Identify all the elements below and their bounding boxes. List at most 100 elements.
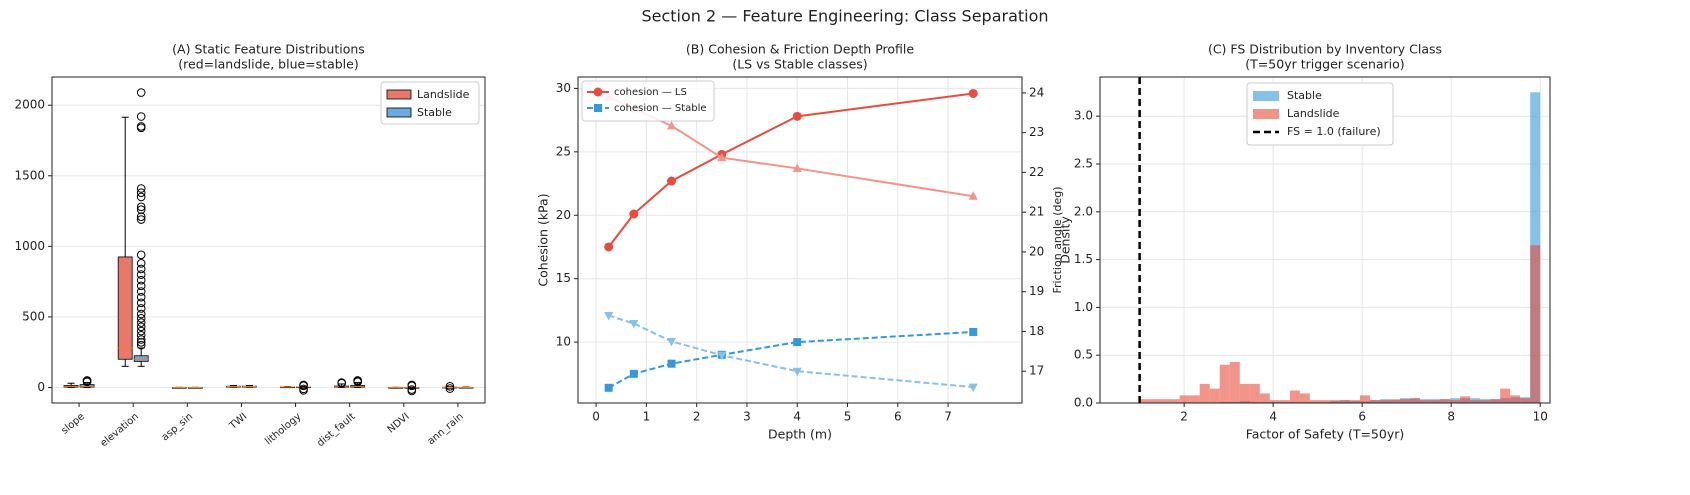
histogram-bar bbox=[1510, 395, 1521, 403]
legend-box bbox=[1246, 82, 1394, 146]
y2-tick-label: 22 bbox=[1029, 165, 1044, 179]
marker bbox=[717, 351, 727, 361]
outlier bbox=[407, 385, 417, 394]
x-tick-label: 2 bbox=[1180, 410, 1188, 424]
histogram-bar bbox=[1490, 399, 1501, 403]
y-tick-label: 2.5 bbox=[1074, 156, 1093, 170]
y-tick-label: 0.0 bbox=[1074, 396, 1093, 410]
legend-label: Stable bbox=[1287, 89, 1322, 102]
outlier bbox=[136, 215, 146, 224]
outlier bbox=[136, 322, 146, 332]
marker bbox=[629, 369, 638, 378]
legend-label: Landslide bbox=[417, 88, 470, 101]
marker bbox=[604, 312, 614, 321]
figure-title: Section 2 — Feature Engineering: Class S… bbox=[641, 7, 1048, 26]
x-tick-label: 4 bbox=[1269, 410, 1277, 424]
outlier bbox=[136, 258, 146, 268]
y-tick-label: 25 bbox=[556, 144, 571, 158]
histogram-bar bbox=[1450, 400, 1461, 403]
histogram-bar bbox=[1480, 400, 1491, 403]
y-tick-label: 15 bbox=[556, 271, 571, 285]
legend-label: Stable bbox=[417, 106, 452, 119]
histogram-bar bbox=[1139, 399, 1150, 403]
outlier bbox=[136, 205, 146, 214]
outlier bbox=[136, 292, 146, 302]
histogram-bar bbox=[1279, 400, 1290, 403]
histogram-bar bbox=[1189, 395, 1200, 403]
histogram-bar bbox=[1219, 364, 1230, 403]
outlier bbox=[136, 192, 146, 202]
outlier bbox=[136, 309, 146, 319]
y-tick-label: 500 bbox=[22, 309, 45, 323]
panel-subtitle: (red=landslide, blue=stable) bbox=[178, 57, 358, 72]
marker bbox=[968, 383, 978, 393]
histogram-bar bbox=[1379, 400, 1390, 403]
plot-frame bbox=[51, 76, 486, 404]
histogram-bar bbox=[1470, 400, 1481, 403]
histogram-bar bbox=[1299, 393, 1310, 403]
box bbox=[117, 256, 133, 360]
histogram-bar bbox=[1199, 383, 1210, 403]
marker bbox=[793, 338, 802, 347]
x-tick-label: 10 bbox=[1533, 410, 1548, 424]
marker bbox=[717, 152, 727, 162]
marker bbox=[593, 87, 603, 97]
outlier bbox=[136, 122, 146, 131]
outlier bbox=[353, 376, 362, 385]
x-tick-label: 5 bbox=[844, 410, 852, 424]
x-tick-label: 1 bbox=[643, 410, 651, 424]
x-tick-label: 3 bbox=[743, 410, 751, 424]
y2-axis-label: Friction angle (deg) bbox=[1051, 186, 1064, 293]
histogram-bar bbox=[1520, 398, 1531, 403]
histogram-bar bbox=[1329, 400, 1340, 403]
legend-swatch bbox=[1253, 109, 1279, 119]
outlier bbox=[445, 384, 455, 393]
y-tick-label: 1000 bbox=[14, 239, 45, 253]
panel-subtitle: (T=50yr trigger scenario) bbox=[1245, 57, 1404, 72]
outlier bbox=[136, 112, 146, 121]
outlier bbox=[136, 184, 146, 193]
y-tick-label: 30 bbox=[556, 81, 571, 95]
histogram-bar bbox=[1309, 400, 1320, 403]
box bbox=[133, 355, 149, 362]
y-tick-label: 10 bbox=[556, 335, 571, 349]
marker bbox=[594, 104, 602, 112]
outlier bbox=[136, 212, 146, 222]
panel-title: (A) Static Feature Distributions bbox=[172, 42, 365, 57]
marker bbox=[667, 337, 677, 347]
outlier bbox=[136, 250, 146, 260]
outlier bbox=[136, 318, 146, 327]
marker bbox=[792, 111, 802, 121]
y-tick-label: 1.5 bbox=[1074, 252, 1093, 266]
histogram-bar bbox=[1179, 395, 1190, 403]
histogram-bar bbox=[1339, 400, 1350, 403]
series-line bbox=[607, 92, 974, 248]
x-tick-label: 8 bbox=[1447, 410, 1455, 424]
outlier bbox=[299, 384, 308, 394]
outlier bbox=[136, 330, 146, 340]
outlier bbox=[136, 304, 146, 313]
x-tick-label: 6 bbox=[894, 410, 902, 424]
y-tick-label: 2000 bbox=[14, 98, 45, 112]
marker bbox=[604, 242, 614, 252]
histogram-bar bbox=[1410, 398, 1421, 403]
histogram-bar bbox=[1420, 400, 1431, 403]
histogram-bar bbox=[1249, 383, 1260, 403]
outlier bbox=[136, 326, 146, 336]
y2-tick-label: 19 bbox=[1029, 284, 1044, 298]
histogram-bar bbox=[1349, 400, 1360, 403]
series-line bbox=[608, 314, 974, 389]
outlier bbox=[82, 376, 92, 385]
histogram-bar bbox=[1259, 393, 1270, 403]
legend-label: cohesion — Stable bbox=[614, 103, 707, 114]
marker bbox=[969, 327, 978, 336]
panel-title: (C) FS Distribution by Inventory Class bbox=[1208, 42, 1442, 57]
y-axis-label: Density bbox=[1058, 216, 1073, 264]
histogram-bar bbox=[1440, 399, 1451, 403]
histogram-bar bbox=[1400, 399, 1411, 403]
marker bbox=[667, 176, 677, 186]
y-tick-label: 3.0 bbox=[1074, 109, 1093, 123]
marker bbox=[968, 191, 978, 200]
